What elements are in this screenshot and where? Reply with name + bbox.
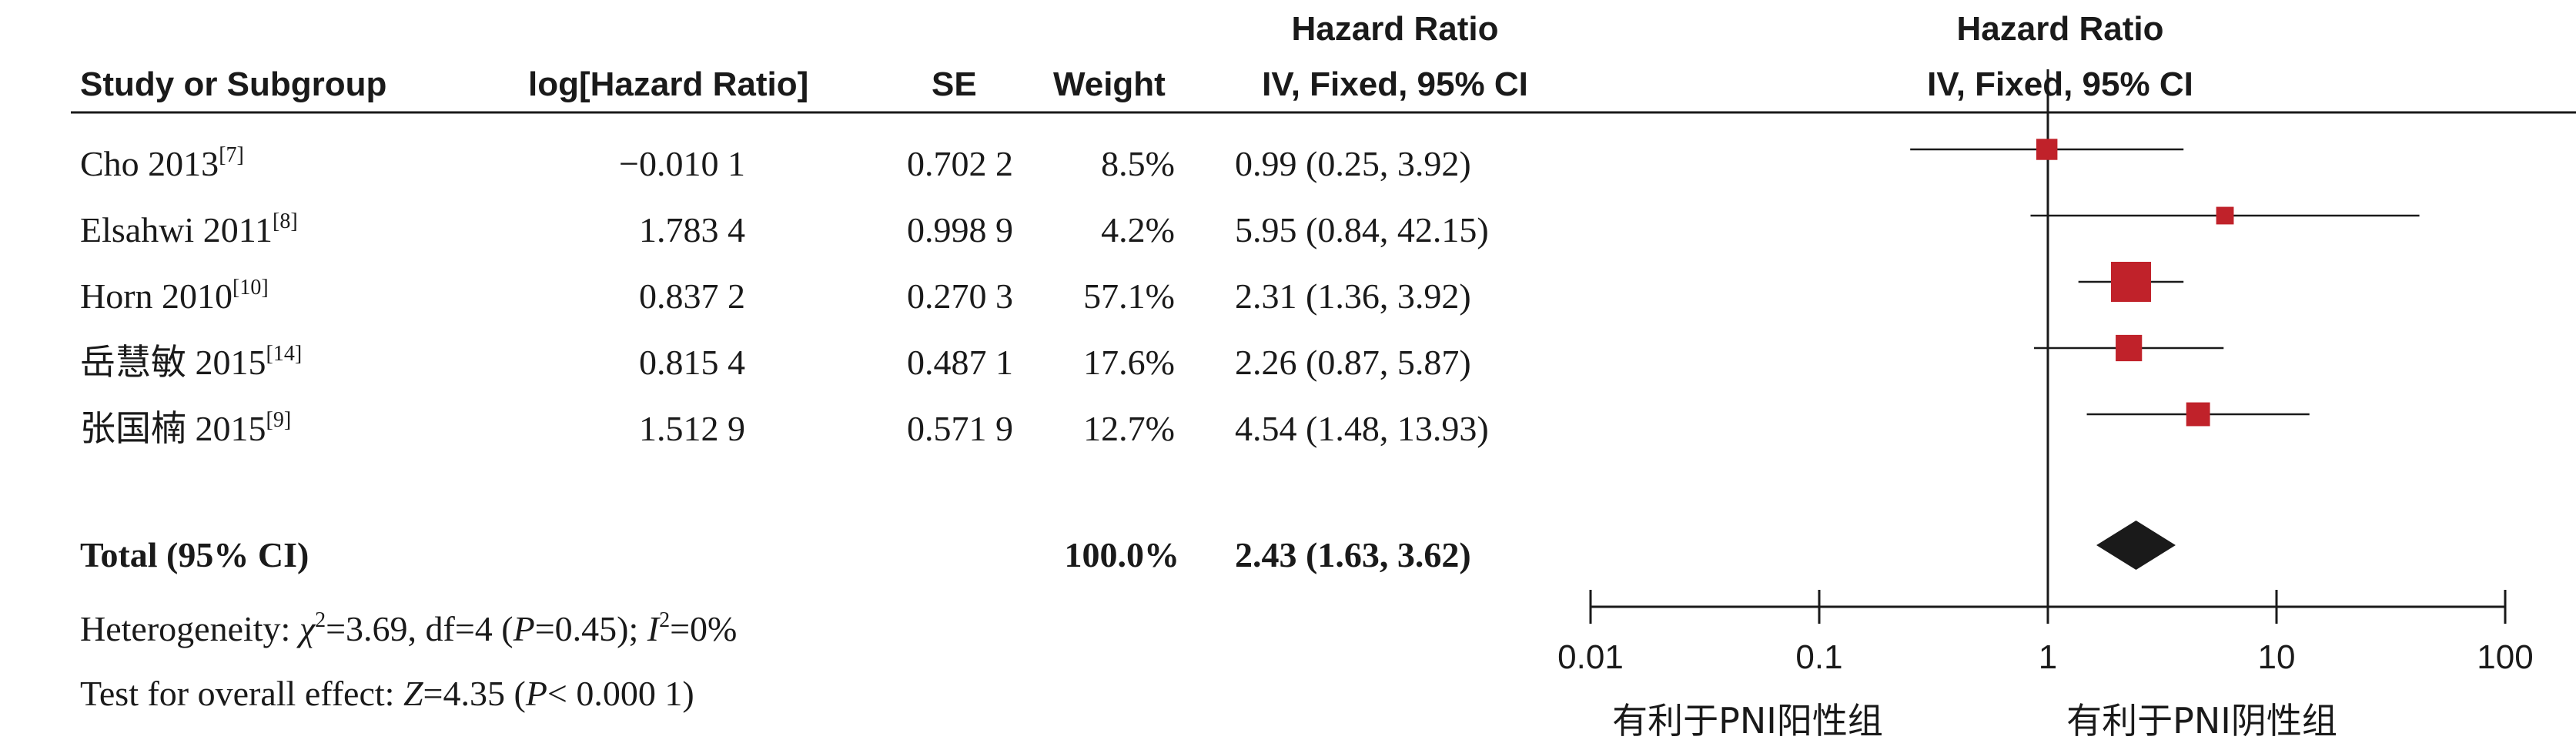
plot-header-method: IV, Fixed, 95% CI <box>1927 65 2193 103</box>
study-row: Horn 2010[10] 0.837 2 0.270 3 57.1% 2.31… <box>80 276 1471 316</box>
header-hr-title: Hazard Ratio <box>1292 10 1499 48</box>
heterogeneity-text: Heterogeneity: χ2=3.69, df=4 (P=0.45); I… <box>80 608 737 648</box>
header-study: Study or Subgroup <box>80 65 386 103</box>
x-tick-label: 0.01 <box>1557 638 1624 676</box>
x-tick-label: 0.1 <box>1795 638 1842 676</box>
header-weight: Weight <box>1053 65 1166 103</box>
study-name: 张国楠 2015 <box>80 409 266 448</box>
favours-left-label: 有利于PNI阳性组 <box>1612 700 1883 742</box>
svg-text:Horn 2010[10]: Horn 2010[10] <box>80 276 269 316</box>
study-row: 岳慧敏 2015[14] 0.815 4 0.487 1 17.6% 2.26 … <box>80 342 1471 382</box>
study-se: 0.270 3 <box>907 276 1013 316</box>
study-row: Cho 2013[7] −0.010 1 0.702 2 8.5% 0.99 (… <box>80 143 1471 183</box>
study-loghr: 0.815 4 <box>639 343 745 382</box>
total-ci: 2.43 (1.63, 3.62) <box>1235 535 1471 574</box>
study-ci: 5.95 (0.84, 42.15) <box>1235 210 1489 249</box>
study-name: Cho 2013 <box>80 144 219 183</box>
header-loghr: log[Hazard Ratio] <box>528 65 808 103</box>
study-loghr: 0.837 2 <box>639 276 745 316</box>
total-weight: 100.0% <box>1065 535 1180 574</box>
study-se: 0.571 9 <box>907 409 1013 448</box>
header-se: SE <box>932 65 977 103</box>
markers-group <box>2036 139 2234 570</box>
study-ci: 4.54 (1.48, 13.93) <box>1235 409 1489 448</box>
study-name: Horn 2010 <box>80 276 233 316</box>
study-se: 0.998 9 <box>907 210 1013 249</box>
study-marker <box>2036 139 2058 160</box>
study-se: 0.702 2 <box>907 144 1013 183</box>
study-marker <box>2110 262 2151 302</box>
study-ref: [14] <box>266 342 303 366</box>
ci-lines-group <box>1910 148 2420 416</box>
study-ci: 0.99 (0.25, 3.92) <box>1235 144 1471 183</box>
svg-text:Cho 2013[7]: Cho 2013[7] <box>80 143 244 183</box>
study-weight: 12.7% <box>1083 409 1175 448</box>
svg-text:岳慧敏 2015[14]: 岳慧敏 2015[14] <box>80 342 302 382</box>
study-ref: [8] <box>273 209 298 233</box>
study-loghr: −0.010 1 <box>619 144 745 183</box>
study-ci: 2.26 (0.87, 5.87) <box>1235 343 1471 382</box>
favours-right-label: 有利于PNI阴性组 <box>2066 700 2337 742</box>
study-weight: 17.6% <box>1083 343 1175 382</box>
x-tick-label: 100 <box>2477 638 2533 676</box>
study-marker <box>2116 334 2143 362</box>
study-weight: 4.2% <box>1101 210 1175 249</box>
study-weight: 8.5% <box>1101 144 1175 183</box>
x-tick-label: 10 <box>2258 638 2296 676</box>
study-se: 0.487 1 <box>907 343 1013 382</box>
study-row: 张国楠 2015[9] 1.512 9 0.571 9 12.7% 4.54 (… <box>80 408 1489 448</box>
study-name: 岳慧敏 2015 <box>80 343 266 382</box>
study-name: Elsahwi 2011 <box>80 210 273 249</box>
study-ref: [10] <box>233 276 269 300</box>
study-ref: [9] <box>266 408 292 432</box>
x-tick-label: 1 <box>2039 638 2057 676</box>
x-axis: 0.01 0.1 1 10 100 <box>1557 590 2534 676</box>
svg-text:张国楠 2015[9]: 张国楠 2015[9] <box>80 408 291 448</box>
study-loghr: 1.783 4 <box>639 210 745 249</box>
svg-text:Elsahwi 2011[8]: Elsahwi 2011[8] <box>80 209 298 249</box>
plot-header-title: Hazard Ratio <box>1957 10 2164 48</box>
study-weight: 57.1% <box>1083 276 1175 316</box>
study-loghr: 1.512 9 <box>639 409 745 448</box>
header-hr-method: IV, Fixed, 95% CI <box>1262 65 1528 103</box>
overall-effect-text: Test for overall effect: Z=4.35 (P< 0.00… <box>80 674 694 713</box>
study-marker <box>2216 206 2234 225</box>
study-ci: 2.31 (1.36, 3.92) <box>1235 276 1471 316</box>
study-ref: [7] <box>219 143 244 167</box>
total-label: Total (95% CI) <box>80 535 309 574</box>
pooled-diamond <box>2096 521 2176 570</box>
study-row: Elsahwi 2011[8] 1.783 4 0.998 9 4.2% 5.9… <box>80 209 1489 249</box>
study-marker <box>2186 402 2210 427</box>
